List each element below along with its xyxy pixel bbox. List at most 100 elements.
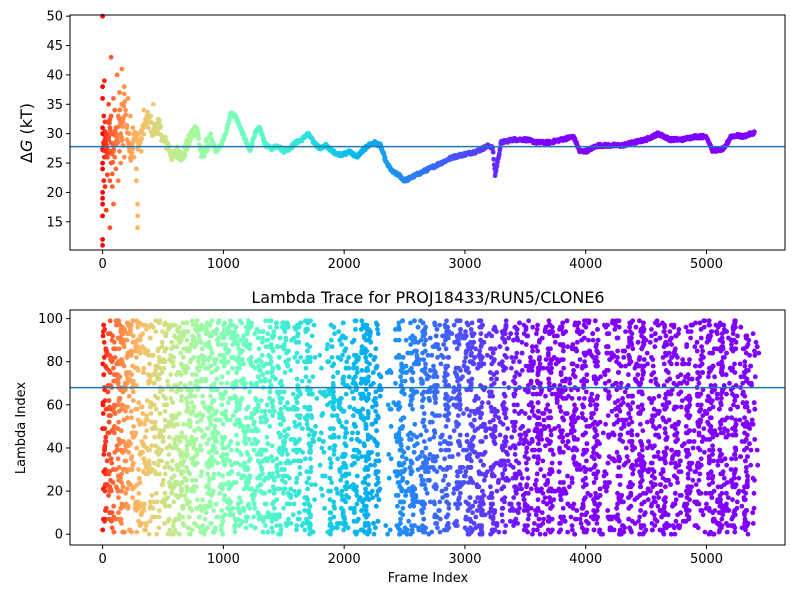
bottom-data-point [412, 421, 418, 427]
bottom-data-point [286, 357, 292, 362]
bottom-data-point [661, 329, 667, 334]
top-x-tick-label: 2000 [328, 257, 361, 272]
bottom-data-point [131, 424, 137, 429]
bottom-data-point [614, 413, 620, 418]
bottom-data-point [583, 324, 589, 330]
bottom-data-point [756, 350, 762, 356]
bottom-data-point [569, 396, 575, 401]
top-data-point [113, 166, 119, 172]
bottom-data-point [558, 408, 564, 414]
bottom-data-point [486, 400, 491, 406]
bottom-data-point [702, 529, 708, 535]
bottom-data-point [708, 368, 713, 373]
bottom-data-point [234, 417, 240, 423]
bottom-data-point [151, 402, 157, 408]
top-data-point [141, 107, 147, 113]
top-data-point [128, 158, 134, 163]
bottom-data-point [179, 393, 185, 399]
bottom-data-point [519, 368, 525, 373]
bottom-data-point [321, 449, 327, 455]
bottom-data-point [711, 458, 716, 464]
bottom-data-point [503, 462, 508, 468]
top-y-tick-label: 15 [46, 215, 63, 230]
bottom-data-point [696, 380, 702, 386]
bottom-data-point [644, 350, 650, 356]
bottom-data-point [216, 514, 221, 520]
bottom-data-point [425, 352, 431, 358]
bottom-data-point [170, 458, 176, 464]
top-data-point [129, 150, 135, 156]
bottom-data-point [423, 361, 428, 367]
bottom-data-point [721, 475, 727, 481]
bottom-data-point [152, 434, 157, 440]
bottom-data-point [220, 531, 226, 537]
bottom-data-point [463, 355, 469, 360]
bottom-data-point [411, 432, 416, 438]
bottom-data-point [687, 439, 693, 444]
bottom-data-point [568, 514, 574, 520]
bottom-data-point [651, 495, 657, 500]
bottom-data-point [663, 430, 668, 436]
bottom-data-point [267, 408, 273, 414]
bottom-data-point [111, 365, 116, 371]
bottom-data-point [754, 447, 760, 453]
bottom-data-point [106, 452, 112, 457]
bottom-data-point [329, 355, 335, 360]
bottom-data-point [464, 320, 470, 326]
bottom-data-point [116, 396, 122, 401]
top-data-point [188, 136, 194, 142]
bottom-data-point [638, 508, 643, 513]
bottom-data-point [386, 452, 392, 457]
bottom-data-point [565, 529, 571, 535]
top-data-point [119, 66, 125, 72]
bottom-data-point [170, 359, 176, 365]
bottom-data-point [509, 434, 515, 440]
bottom-data-point [308, 512, 313, 518]
bottom-data-point [461, 411, 466, 416]
bottom-data-point [174, 421, 179, 427]
bottom-data-point [205, 490, 211, 496]
bottom-data-point [200, 400, 206, 406]
bottom-data-point [441, 342, 447, 347]
bottom-data-point [370, 495, 375, 500]
bottom-data-point [329, 480, 334, 485]
bottom-data-point [526, 318, 532, 324]
bottom-data-point [649, 333, 654, 339]
top-data-point [106, 137, 111, 143]
bottom-data-point [481, 493, 487, 498]
top-y-axis-label-var: G [17, 140, 36, 152]
top-data-point [101, 113, 107, 119]
bottom-data-point [257, 460, 263, 466]
bottom-data-point [648, 378, 654, 384]
bottom-data-point [252, 525, 258, 531]
top-data-point [163, 134, 168, 140]
bottom-data-point [312, 355, 318, 360]
bottom-data-point [601, 473, 607, 479]
bottom-data-point [497, 462, 503, 468]
bottom-data-point [420, 477, 426, 483]
bottom-data-point [131, 398, 136, 403]
bottom-data-point [443, 402, 448, 408]
bottom-data-point [737, 361, 743, 367]
top-data-point [127, 113, 133, 119]
bottom-data-point [391, 400, 397, 406]
top-data-point [102, 184, 108, 190]
bottom-data-point [638, 421, 643, 427]
bottom-data-point [530, 531, 535, 537]
bottom-data-point [478, 458, 484, 464]
bottom-data-point [456, 495, 462, 500]
chart-lambda-trace: Lambda Trace for PROJ18433/RUN5/CLONE6 0… [14, 288, 786, 586]
bottom-data-point [395, 480, 401, 485]
bottom-data-point [440, 477, 446, 483]
bottom-data-point [489, 473, 495, 479]
bottom-data-point [699, 344, 704, 350]
bottom-data-point [264, 501, 269, 507]
bottom-data-point [572, 402, 577, 408]
bottom-data-point [429, 352, 435, 358]
bottom-data-point [103, 434, 109, 440]
bottom-data-point [530, 348, 535, 354]
top-data-point [100, 190, 105, 195]
bottom-data-point [170, 523, 176, 528]
bottom-data-point [497, 361, 502, 367]
bottom-data-point [542, 531, 548, 537]
